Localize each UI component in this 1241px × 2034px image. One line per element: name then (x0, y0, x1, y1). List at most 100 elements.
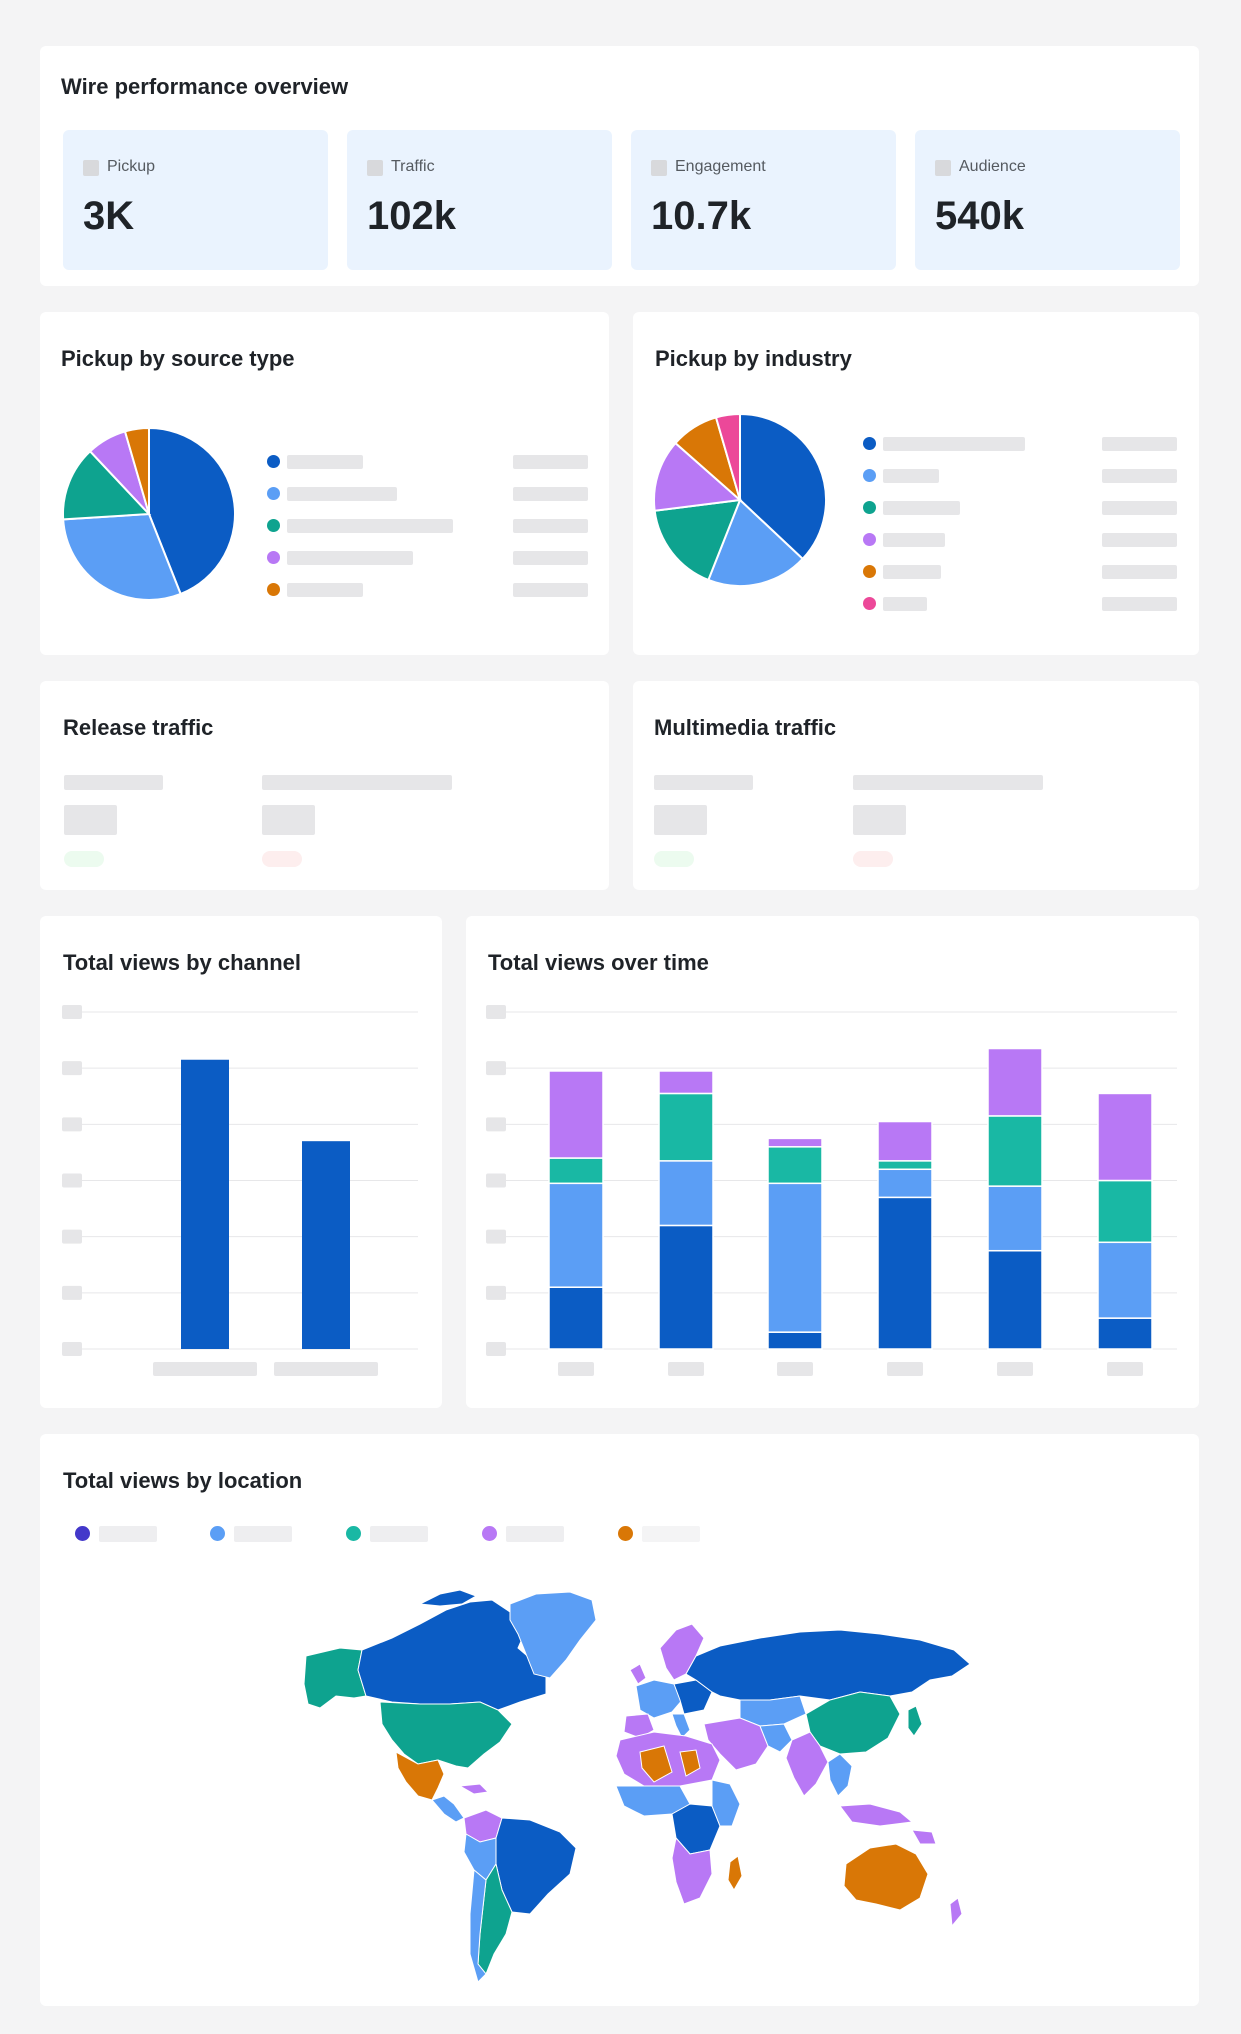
legend-value-placeholder (1102, 533, 1177, 547)
stacked-bar-segment[interactable] (658, 1224, 714, 1350)
pie-slice[interactable] (62, 512, 182, 601)
pickup-source-pie (62, 426, 236, 601)
pie-slice[interactable] (714, 412, 741, 501)
metric-value: 10.7k (651, 194, 752, 238)
stacked-bar-segment[interactable] (548, 1182, 604, 1288)
metric-engagement[interactable]: Engagement 10.7k (631, 130, 896, 270)
multimedia-traffic-card: Multimedia traffic (633, 681, 1199, 890)
y-tick-placeholder (486, 1342, 506, 1356)
pickup-industry-title: Pickup by industry (655, 346, 852, 371)
map-region-algeria (639, 1745, 673, 1783)
checkbox-icon[interactable] (935, 160, 951, 176)
metric-traffic[interactable]: Traffic 102k (347, 130, 612, 270)
pie-slice[interactable] (653, 498, 742, 582)
map-region-australia (843, 1843, 929, 1911)
stacked-bar-segment[interactable] (767, 1137, 823, 1148)
metric-pickup[interactable]: Pickup 3K (63, 130, 328, 270)
release-traffic-title: Release traffic (63, 715, 214, 740)
views-time-chart (486, 1005, 1177, 1376)
legend-dot (346, 1526, 361, 1541)
legend-value-placeholder (1102, 501, 1177, 515)
legend-dot (863, 565, 876, 578)
x-tick-placeholder (558, 1362, 594, 1376)
legend-value-placeholder (1102, 469, 1177, 483)
y-tick-placeholder (486, 1285, 506, 1300)
pie-slice[interactable] (653, 441, 743, 512)
stacked-bar-segment[interactable] (987, 1185, 1043, 1252)
stacked-bar-segment[interactable] (877, 1160, 933, 1171)
stacked-bar-segment[interactable] (987, 1249, 1043, 1350)
views-time-title: Total views over time (488, 950, 709, 975)
negative-badge (853, 851, 893, 867)
pie-slice[interactable] (739, 412, 827, 561)
pie-slice[interactable] (123, 426, 150, 515)
map-region-greenland (509, 1591, 597, 1679)
legend-dot (618, 1526, 633, 1541)
x-tick-placeholder (777, 1362, 813, 1376)
stacked-bar-segment[interactable] (548, 1286, 604, 1350)
stacked-bar-segment[interactable] (1097, 1241, 1153, 1319)
stacked-bar-segment[interactable] (877, 1120, 933, 1162)
x-tick-placeholder (153, 1362, 257, 1376)
metric-label: Audience (959, 158, 1026, 175)
checkbox-icon[interactable] (367, 160, 383, 176)
stacked-bar-segment[interactable] (548, 1157, 604, 1185)
map-region-uk (629, 1663, 647, 1685)
views-channel-chart (62, 1005, 418, 1376)
stacked-bar-segment[interactable] (1097, 1092, 1153, 1182)
stacked-bar-segment[interactable] (987, 1115, 1043, 1187)
y-tick-placeholder (62, 1229, 82, 1244)
stacked-bar-segment[interactable] (658, 1160, 714, 1227)
legend-dot (267, 583, 280, 596)
map-region-caribbean (458, 1783, 490, 1795)
channel-bar[interactable] (181, 1059, 229, 1349)
stacked-bar-segment[interactable] (877, 1196, 933, 1350)
checkbox-icon[interactable] (83, 160, 99, 176)
channel-bar[interactable] (302, 1141, 350, 1349)
views-location-title: Total views by location (63, 1468, 303, 1493)
legend-dot (863, 437, 876, 450)
metric-label: Traffic (391, 158, 435, 175)
map-region-southern-africa (671, 1836, 713, 1905)
y-tick-placeholder (62, 1342, 82, 1356)
legend-value-placeholder (513, 487, 588, 501)
metric-value: 102k (367, 194, 456, 238)
legend-value-placeholder (513, 551, 588, 565)
stacked-bar-segment[interactable] (877, 1168, 933, 1199)
map-region-china (805, 1691, 901, 1755)
stacked-bar-segment[interactable] (658, 1070, 714, 1095)
legend-value-placeholder (1102, 437, 1177, 451)
map-region-brazil (495, 1817, 577, 1915)
pie-slice[interactable] (62, 449, 152, 521)
checkbox-icon[interactable] (651, 160, 667, 176)
pie-slice[interactable] (148, 426, 236, 596)
metric-label: Engagement (675, 158, 766, 175)
legend-dot (863, 597, 876, 610)
y-tick-placeholder (62, 1285, 82, 1300)
metric-audience[interactable]: Audience 540k (915, 130, 1180, 270)
y-tick-placeholder (486, 1117, 506, 1132)
placeholder-bar (853, 775, 1043, 790)
multimedia-traffic-title: Multimedia traffic (654, 715, 837, 740)
stacked-bar-segment[interactable] (767, 1146, 823, 1185)
legend-label-placeholder (287, 455, 363, 469)
legend-dot (863, 501, 876, 514)
placeholder-value (853, 805, 906, 835)
stacked-bar-segment[interactable] (658, 1092, 714, 1162)
stacked-bar-segment[interactable] (767, 1182, 823, 1333)
stacked-bar-segment[interactable] (548, 1070, 604, 1159)
map-region-madagascar (727, 1855, 743, 1891)
world-map[interactable] (40, 1434, 1199, 2006)
y-tick-placeholder (486, 1061, 506, 1076)
stacked-bar-segment[interactable] (767, 1331, 823, 1350)
legend-label-placeholder (883, 501, 960, 515)
overview-card: Wire performance overview Pickup 3K Traf… (40, 46, 1199, 286)
positive-badge (64, 851, 104, 867)
legend-label-placeholder (642, 1526, 700, 1542)
legend-label-placeholder (506, 1526, 564, 1542)
stacked-bar-segment[interactable] (1097, 1317, 1153, 1350)
stacked-bar-segment[interactable] (1097, 1179, 1153, 1244)
stacked-bar-segment[interactable] (987, 1047, 1043, 1117)
map-region-new-zealand (949, 1897, 963, 1928)
legend-label-placeholder (287, 551, 413, 565)
